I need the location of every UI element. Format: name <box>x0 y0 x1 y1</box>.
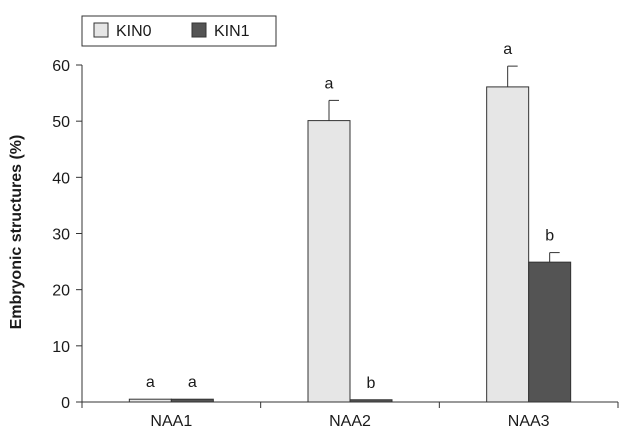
bar <box>349 399 393 403</box>
significance-label: a <box>146 374 155 391</box>
bar <box>528 261 572 403</box>
y-tick-label: 0 <box>61 395 70 412</box>
significance-label: a <box>503 41 512 58</box>
y-axis-title: Embryonic structures (%) <box>8 135 25 330</box>
significance-label: b <box>367 375 376 392</box>
x-tick-label: NAA2 <box>329 413 371 430</box>
x-tick-label: NAA3 <box>508 413 550 430</box>
bar <box>128 398 172 403</box>
legend: KIN0 KIN1 <box>81 15 277 47</box>
bar <box>307 120 351 403</box>
bar <box>486 86 530 403</box>
y-tick-label: 20 <box>52 283 70 300</box>
legend-label-kin0: KIN0 <box>116 23 152 40</box>
legend-swatch-kin1 <box>191 22 207 38</box>
y-tick-label: 30 <box>52 227 70 244</box>
y-tick-label: 50 <box>52 114 70 131</box>
legend-box <box>81 15 277 47</box>
legend-swatch-kin0 <box>93 22 109 38</box>
significance-label: a <box>188 374 197 391</box>
y-tick-label: 40 <box>52 170 70 187</box>
legend-label-kin1: KIN1 <box>214 23 250 40</box>
y-tick-label: 10 <box>52 339 70 356</box>
significance-label: b <box>545 228 554 245</box>
y-tick-label: 60 <box>52 58 70 75</box>
x-tick-label: NAA1 <box>150 413 192 430</box>
significance-label: a <box>325 75 334 92</box>
plot-area: 0 10 20 30 40 50 60 NAA1 a a NAA2 a b NAA3 a b <box>52 41 619 430</box>
bar <box>170 398 214 403</box>
